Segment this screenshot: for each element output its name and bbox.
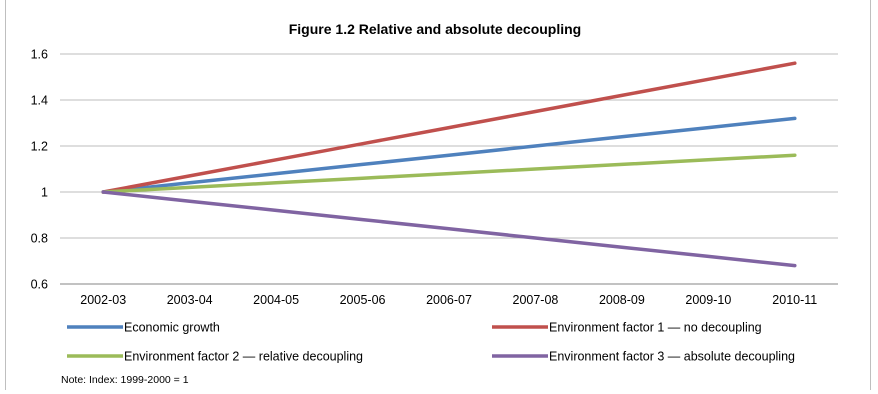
series-line-3 — [101, 153, 797, 194]
x-tick-label: 2005-06 — [340, 293, 386, 307]
legend-label: Economic growth — [124, 321, 220, 335]
legend-item-4: Environment factor 3 — absolute decoupli… — [492, 350, 795, 364]
x-tick-label: 2009-10 — [685, 293, 731, 307]
gridlines — [60, 53, 838, 285]
legend-label: Environment factor 3 — absolute decoupli… — [549, 350, 795, 364]
x-tick-label: 2008-09 — [599, 293, 645, 307]
legend-label: Environment factor 2 — relative decoupli… — [124, 350, 363, 364]
legend-item-2: Environment factor 1 — no decoupling — [492, 321, 762, 335]
y-tick-label: 0.8 — [31, 232, 48, 246]
legend-label: Environment factor 1 — no decoupling — [549, 321, 762, 335]
x-tick-label: 2002-03 — [80, 293, 126, 307]
x-tick-label: 2003-04 — [167, 293, 213, 307]
chart-frame — [5, 0, 871, 390]
x-tick-label: 2007-08 — [513, 293, 559, 307]
series-line-1 — [101, 116, 797, 194]
y-tick-label: 1.4 — [31, 94, 48, 108]
series-line-4 — [101, 190, 797, 268]
chart-title: Figure 1.2 Relative and absolute decoupl… — [289, 21, 582, 37]
y-tick-label: 1.6 — [31, 48, 48, 62]
series-lines — [101, 61, 797, 268]
x-tick-label: 2010-11 — [772, 293, 817, 307]
x-axis-ticks: 2002-03 2003-04 2004-05 2005-06 2006-07 2007-… — [80, 293, 817, 307]
footnote: Note: Index: 1999-2000 = 1 — [61, 374, 189, 386]
y-tick-label: 0.6 — [31, 278, 48, 292]
x-tick-label: 2004-05 — [253, 293, 299, 307]
legend-item-1: Economic growth — [67, 321, 220, 335]
legend: Economic growth Environment factor 1 — no… — [67, 321, 795, 364]
y-tick-label: 1.2 — [31, 140, 48, 154]
y-axis-ticks: 0.6 0.8 1 1.2 1.4 1.6 — [31, 48, 48, 292]
x-tick-label: 2006-07 — [426, 293, 472, 307]
legend-item-3: Environment factor 2 — relative decoupli… — [67, 350, 363, 364]
y-tick-label: 1 — [41, 186, 48, 200]
series-line-2 — [101, 61, 797, 194]
